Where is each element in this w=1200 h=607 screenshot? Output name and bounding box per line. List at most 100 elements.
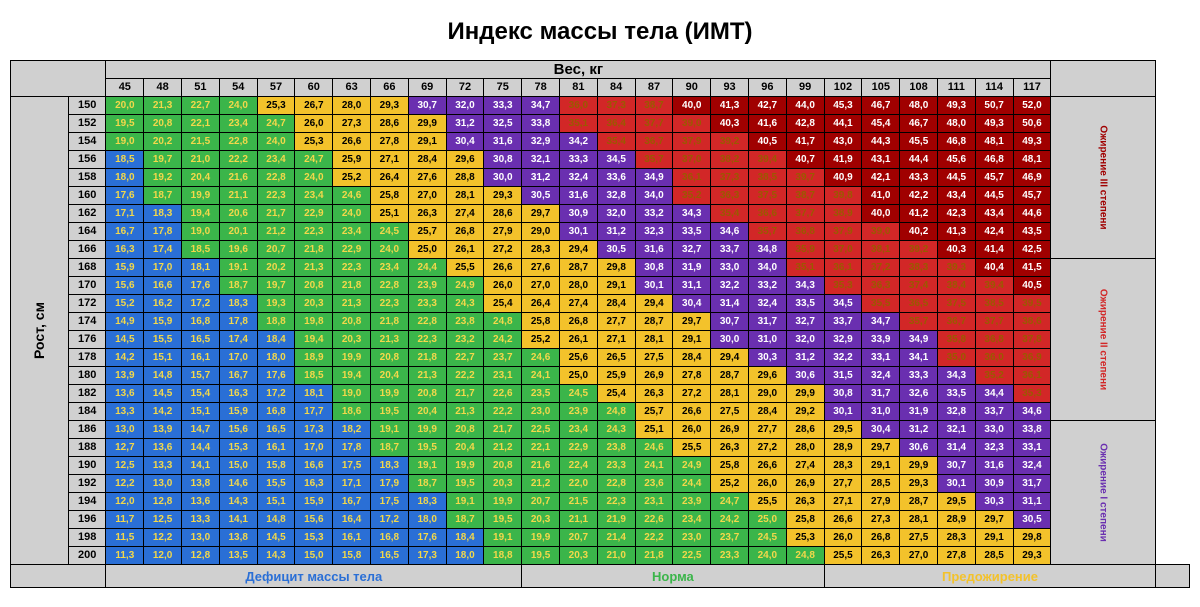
bmi-cell: 40,0 <box>862 205 900 223</box>
bmi-cell: 12,5 <box>106 457 144 475</box>
bmi-cell: 40,7 <box>786 151 824 169</box>
bmi-cell: 25,2 <box>333 169 371 187</box>
bmi-cell: 37,7 <box>635 115 673 133</box>
col-header: 114 <box>975 79 1013 97</box>
bmi-cell: 19,4 <box>333 367 371 385</box>
bmi-cell: 14,6 <box>219 475 257 493</box>
bmi-cell: 18,4 <box>257 331 295 349</box>
bmi-cell: 31,2 <box>446 115 484 133</box>
bmi-cell: 14,2 <box>106 349 144 367</box>
bmi-cell: 19,9 <box>484 493 522 511</box>
bmi-cell: 19,4 <box>295 331 333 349</box>
bmi-cell: 23,7 <box>711 529 749 547</box>
bmi-cell: 38,4 <box>937 277 975 295</box>
bmi-cell: 17,6 <box>182 277 220 295</box>
bmi-cell: 33,5 <box>937 385 975 403</box>
bmi-cell: 26,3 <box>408 205 446 223</box>
bmi-cell: 38,3 <box>900 259 938 277</box>
bmi-cell: 25,3 <box>257 97 295 115</box>
bmi-cell: 33,8 <box>522 115 560 133</box>
bmi-cell: 18,9 <box>295 349 333 367</box>
bmi-cell: 13,8 <box>219 529 257 547</box>
legend-preobese: Предожирение <box>824 565 1156 588</box>
bmi-cell: 27,9 <box>862 493 900 511</box>
bmi-cell: 14,1 <box>182 457 220 475</box>
bmi-cell: 12,2 <box>144 529 182 547</box>
bmi-cell: 21,3 <box>295 259 333 277</box>
bmi-cell: 29,3 <box>1013 547 1051 565</box>
bmi-cell: 31,9 <box>900 403 938 421</box>
bmi-cell: 21,1 <box>559 511 597 529</box>
bmi-cell: 31,9 <box>673 259 711 277</box>
bmi-cell: 24,0 <box>371 241 409 259</box>
bmi-cell: 28,6 <box>371 115 409 133</box>
bmi-cell: 35,2 <box>975 367 1013 385</box>
bmi-cell: 26,4 <box>522 295 560 313</box>
row-header: 180 <box>68 367 106 385</box>
bmi-cell: 27,2 <box>673 385 711 403</box>
bmi-cell: 33,7 <box>711 241 749 259</box>
bmi-cell: 35,7 <box>900 313 938 331</box>
bmi-cell: 42,8 <box>786 115 824 133</box>
bmi-cell: 36,8 <box>786 223 824 241</box>
bmi-cell: 32,5 <box>484 115 522 133</box>
bmi-cell: 28,8 <box>446 169 484 187</box>
bmi-cell: 15,6 <box>295 511 333 529</box>
bmi-cell: 45,6 <box>937 151 975 169</box>
bmi-cell: 15,9 <box>295 493 333 511</box>
bmi-cell: 15,8 <box>257 457 295 475</box>
bmi-cell: 34,6 <box>1013 403 1051 421</box>
bmi-cell: 48,0 <box>900 97 938 115</box>
bmi-cell: 21,2 <box>484 439 522 457</box>
bmi-cell: 25,5 <box>824 547 862 565</box>
bmi-cell: 20,7 <box>559 529 597 547</box>
bmi-cell: 13,6 <box>106 385 144 403</box>
bmi-cell: 22,3 <box>408 331 446 349</box>
bmi-cell: 16,7 <box>106 223 144 241</box>
bmi-cell: 34,0 <box>748 259 786 277</box>
bmi-cell: 12,7 <box>106 439 144 457</box>
bmi-cell: 27,0 <box>522 277 560 295</box>
page-title: Индекс массы тела (ИМТ) <box>10 18 1190 46</box>
bmi-cell: 14,2 <box>144 403 182 421</box>
bmi-cell: 21,2 <box>257 223 295 241</box>
bmi-cell: 14,3 <box>219 493 257 511</box>
bmi-cell: 12,2 <box>106 475 144 493</box>
bmi-cell: 44,5 <box>975 187 1013 205</box>
bmi-cell: 41,5 <box>1013 259 1051 277</box>
bmi-cell: 19,7 <box>144 151 182 169</box>
bmi-cell: 22,3 <box>597 493 635 511</box>
bmi-cell: 15,5 <box>257 475 295 493</box>
bmi-cell: 19,6 <box>219 241 257 259</box>
bmi-cell: 31,1 <box>1013 493 1051 511</box>
bmi-cell: 24,7 <box>257 115 295 133</box>
bmi-cell: 28,4 <box>748 403 786 421</box>
col-header: 93 <box>711 79 749 97</box>
bmi-cell: 16,8 <box>257 403 295 421</box>
bmi-cell: 30,1 <box>559 223 597 241</box>
bmi-cell: 25,7 <box>408 223 446 241</box>
bmi-cell: 35,1 <box>786 259 824 277</box>
bmi-cell: 37,0 <box>824 241 862 259</box>
bmi-cell: 24,9 <box>673 457 711 475</box>
bmi-cell: 15,3 <box>219 439 257 457</box>
bmi-cell: 27,7 <box>748 421 786 439</box>
bmi-cell: 20,2 <box>144 133 182 151</box>
bmi-cell: 29,9 <box>408 115 446 133</box>
bmi-cell: 22,2 <box>219 151 257 169</box>
bmi-cell: 21,7 <box>446 385 484 403</box>
bmi-cell: 33,5 <box>673 223 711 241</box>
bmi-cell: 16,5 <box>257 421 295 439</box>
bmi-cell: 21,9 <box>597 511 635 529</box>
bmi-cell: 38,5 <box>975 295 1013 313</box>
bmi-cell: 18,5 <box>182 241 220 259</box>
bmi-cell: 37,4 <box>900 277 938 295</box>
bmi-cell: 37,9 <box>673 133 711 151</box>
bmi-cell: 41,2 <box>900 205 938 223</box>
bmi-cell: 17,8 <box>219 313 257 331</box>
bmi-cell: 17,0 <box>219 349 257 367</box>
bmi-cell: 19,1 <box>219 259 257 277</box>
bmi-cell: 20,3 <box>484 475 522 493</box>
bmi-cell: 15,9 <box>106 259 144 277</box>
bmi-cell: 39,7 <box>786 169 824 187</box>
